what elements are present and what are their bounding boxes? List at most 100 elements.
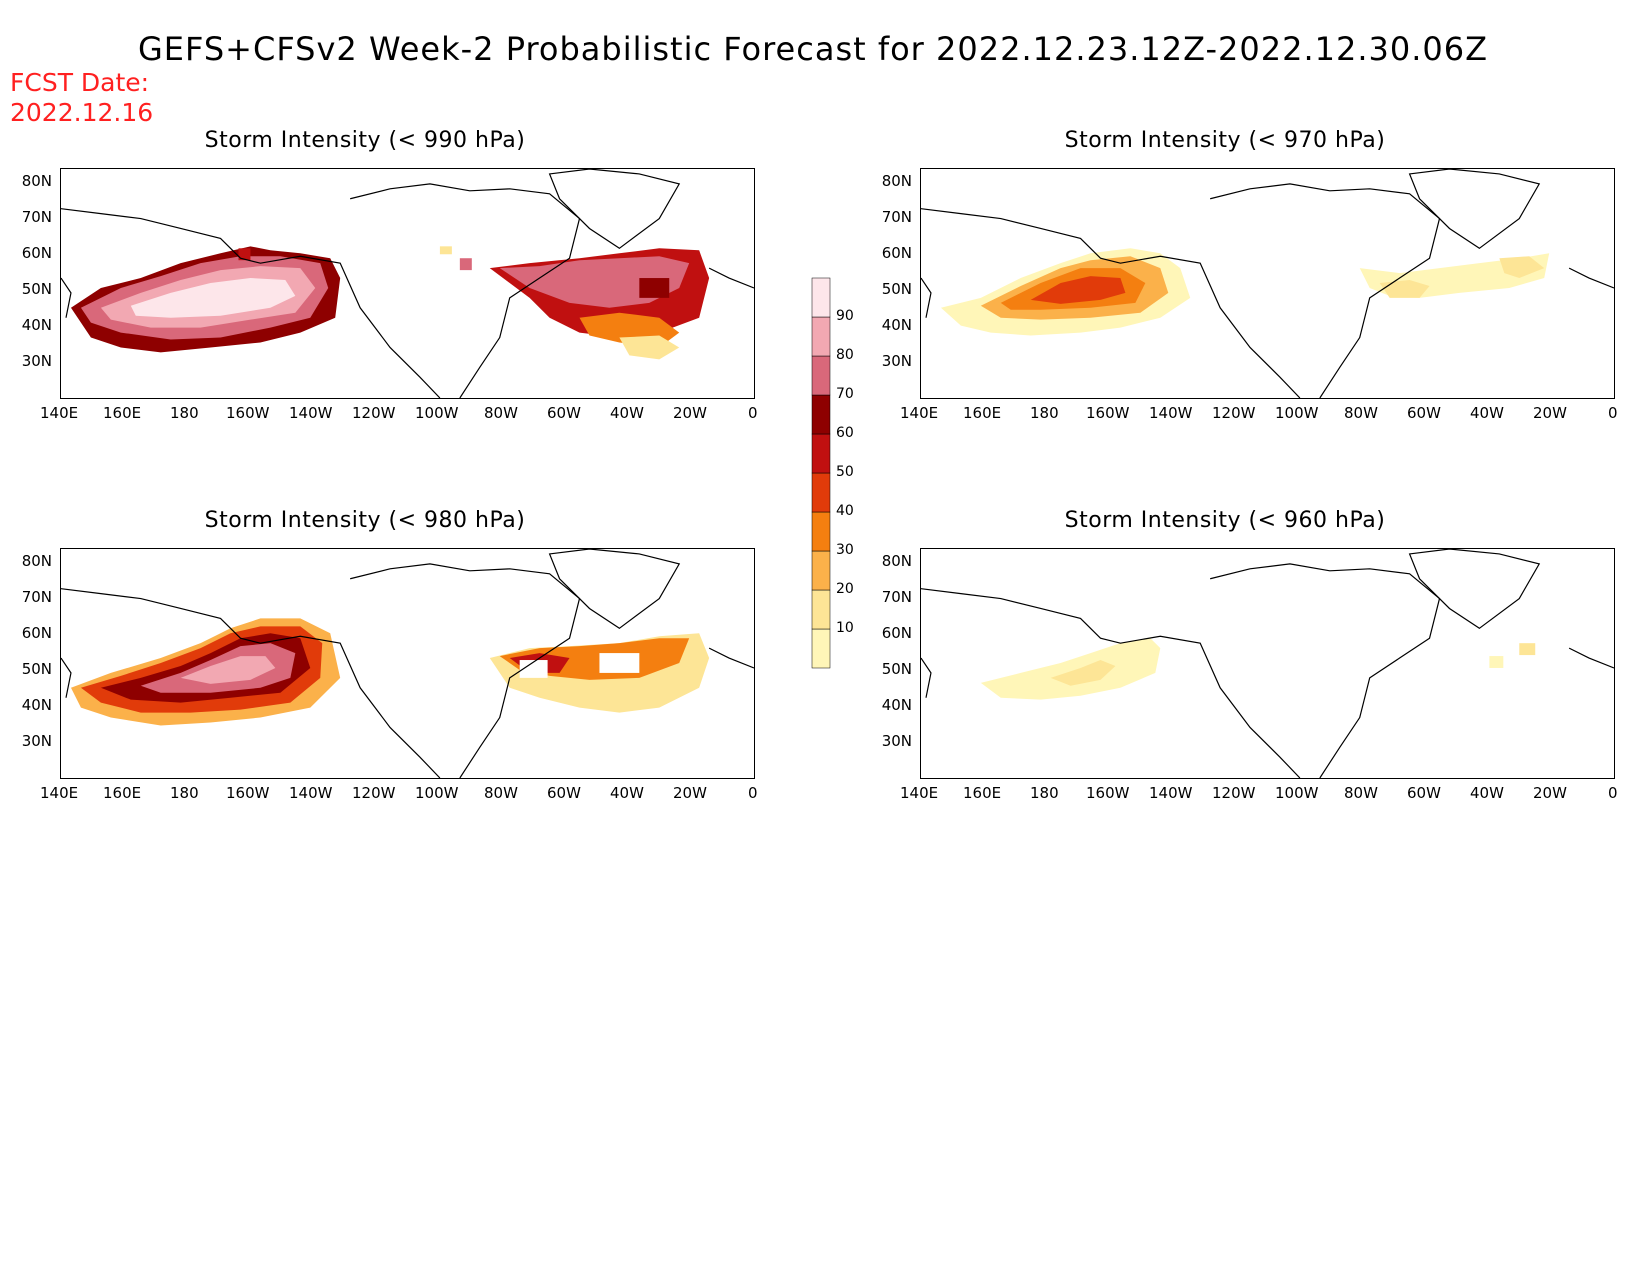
lat-label: 70N	[21, 208, 52, 226]
lat-label: 50N	[881, 280, 912, 298]
lon-label: 80W	[1344, 784, 1378, 802]
colorbar-tick-label: 50	[836, 464, 854, 480]
lon-label: 100W	[415, 784, 459, 802]
lon-label: 80W	[484, 784, 518, 802]
colorbar	[808, 268, 848, 678]
lon-label: 60W	[547, 404, 581, 422]
lon-label: 0	[1608, 784, 1618, 802]
lat-label: 40N	[21, 316, 52, 334]
panel-960: Storm Intensity (< 960 hPa) 80N 70N 60N …	[860, 508, 1618, 828]
lat-label: 80N	[881, 172, 912, 190]
lon-label: 80W	[484, 404, 518, 422]
colorbar-bin	[811, 628, 831, 669]
lon-label: 20W	[1533, 404, 1567, 422]
lon-label: 40W	[1470, 404, 1504, 422]
lon-label: 180	[170, 784, 199, 802]
lon-label: 20W	[1533, 784, 1567, 802]
lon-label: 120W	[1212, 784, 1256, 802]
lon-label: 100W	[1275, 404, 1319, 422]
lon-label: 120W	[1212, 404, 1256, 422]
colorbar-tick-label: 90	[836, 308, 854, 324]
colorbar-tick-label: 20	[836, 581, 854, 597]
forecast-date-label: FCST Date:	[10, 68, 150, 97]
colorbar-tick-label: 10	[836, 620, 854, 636]
forecast-date-value: 2022.12.16	[10, 98, 154, 127]
lon-label: 160E	[103, 404, 142, 422]
colorbar-tick-label: 60	[836, 425, 854, 441]
panel-title: Storm Intensity (< 960 hPa)	[1064, 508, 1386, 533]
lat-label: 30N	[21, 732, 52, 750]
lon-label: 60W	[1407, 784, 1441, 802]
lat-label: 40N	[881, 316, 912, 334]
lon-label: 40W	[1470, 784, 1504, 802]
lon-label: 140W	[289, 784, 333, 802]
colorbar-tick-label: 80	[836, 347, 854, 363]
lon-label: 120W	[352, 784, 396, 802]
lon-label: 160W	[226, 784, 270, 802]
lat-label: 50N	[21, 660, 52, 678]
lat-label: 30N	[881, 732, 912, 750]
lon-label: 160W	[226, 404, 270, 422]
colorbar-tick-label: 40	[836, 503, 854, 519]
lat-label: 60N	[881, 624, 912, 642]
panel-title: Storm Intensity (< 990 hPa)	[204, 128, 526, 153]
lat-label: 70N	[881, 588, 912, 606]
lon-label: 140E	[40, 404, 79, 422]
panel-990: Storm Intensity (< 990 hPa) 80N 70N 60	[0, 128, 758, 448]
lon-label: 140E	[900, 784, 939, 802]
lat-label: 60N	[21, 244, 52, 262]
colorbar-bin	[811, 394, 831, 435]
lon-label: 140E	[40, 784, 79, 802]
lat-label: 40N	[21, 696, 52, 714]
panel-title: Storm Intensity (< 980 hPa)	[204, 508, 526, 533]
colorbar-bin	[811, 316, 831, 357]
lat-label: 80N	[21, 552, 52, 570]
lon-label: 60W	[547, 784, 581, 802]
lat-label: 30N	[21, 352, 52, 370]
colorbar-bin	[811, 277, 831, 318]
lon-label: 160W	[1086, 404, 1130, 422]
lon-label: 140E	[900, 404, 939, 422]
lon-label: 40W	[610, 784, 644, 802]
map-970	[920, 168, 1615, 399]
lon-label: 180	[1030, 784, 1059, 802]
lon-label: 140W	[1149, 404, 1193, 422]
panel-title: Storm Intensity (< 970 hPa)	[1064, 128, 1386, 153]
lat-label: 80N	[21, 172, 52, 190]
lon-label: 180	[1030, 404, 1059, 422]
lon-label: 20W	[673, 784, 707, 802]
lat-label: 60N	[21, 624, 52, 642]
colorbar-bin	[811, 589, 831, 630]
panel-970: Storm Intensity (< 970 hPa) 80N 70N 60N …	[860, 128, 1618, 448]
map-980	[60, 548, 755, 779]
lon-label: 180	[170, 404, 199, 422]
lon-label: 160W	[1086, 784, 1130, 802]
lon-label: 160E	[963, 784, 1002, 802]
lon-label: 40W	[610, 404, 644, 422]
map-960	[920, 548, 1615, 779]
lat-label: 40N	[881, 696, 912, 714]
colorbar-bin	[811, 472, 831, 513]
lat-label: 80N	[881, 552, 912, 570]
lon-label: 0	[1608, 404, 1618, 422]
colorbar-svg	[811, 277, 831, 669]
colorbar-bin	[811, 355, 831, 396]
colorbar-tick-label: 30	[836, 542, 854, 558]
lon-label: 100W	[415, 404, 459, 422]
lon-label: 60W	[1407, 404, 1441, 422]
panel-980: Storm Intensity (< 980 hPa) 80N 70N 60N …	[0, 508, 758, 828]
lat-label: 70N	[881, 208, 912, 226]
lon-label: 100W	[1275, 784, 1319, 802]
lon-label: 20W	[673, 404, 707, 422]
lat-label: 50N	[881, 660, 912, 678]
forecast-date-block: FCST Date: 2022.12.16	[10, 68, 153, 128]
lon-label: 0	[748, 404, 758, 422]
colorbar-tick-label: 70	[836, 386, 854, 402]
colorbar-bin	[811, 511, 831, 552]
lon-label: 140W	[1149, 784, 1193, 802]
lon-label: 160E	[963, 404, 1002, 422]
lon-label: 160E	[103, 784, 142, 802]
lat-label: 50N	[21, 280, 52, 298]
lon-label: 80W	[1344, 404, 1378, 422]
map-990	[60, 168, 755, 399]
